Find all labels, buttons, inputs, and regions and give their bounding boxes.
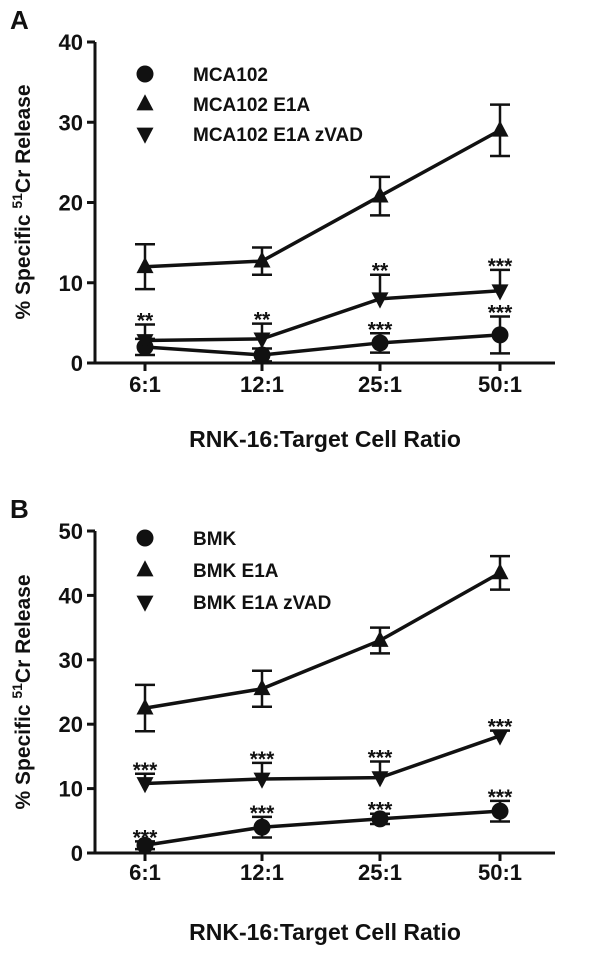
legend-marker [136,127,154,144]
y-tick-label: 50 [59,519,83,544]
panel-label: A [10,5,29,35]
legend-label: MCA102 E1A zVAD [193,125,363,146]
data-point [491,563,509,580]
y-tick-label: 30 [59,110,83,135]
data-point [491,802,509,820]
legend-marker [136,560,154,577]
data-point [371,771,389,788]
x-tick-label: 25:1 [358,860,402,885]
series-circle: *** *** [135,301,513,364]
series-triangle-down: *** *** *** *** [133,716,513,794]
x-tick-label: 25:1 [358,372,402,397]
data-point [491,326,509,344]
data-point [491,284,509,301]
x-tick-label: 12:1 [240,860,284,885]
significance-label: *** [368,747,393,770]
y-tick-label: 0 [71,841,83,866]
significance-label: *** [368,799,393,822]
legend-label: MCA102 E1A [193,95,310,116]
series-line [144,734,501,786]
y-tick-label: 30 [59,648,83,673]
panel-a: A 0 10 20 30 40 6:1 12:1 25:1 50:1 RNK-16:Target C… [9,5,555,452]
data-point [253,251,271,268]
x-tick-label: 50:1 [478,372,522,397]
x-tick-label: 12:1 [240,372,284,397]
data-point [136,256,154,274]
series-line [144,128,501,269]
y-tick-label: 20 [59,712,83,737]
series-line [144,809,501,848]
y-tick-label: 40 [59,583,83,608]
data-point [253,332,271,349]
panel-b: B 0 10 20 30 40 50 6:1 12:1 25:1 50:1 RNK-16:Target… [9,494,555,945]
data-point [253,679,271,696]
significance-label: *** [250,802,275,825]
x-axis-label: RNK-16:Target Cell Ratio [189,919,461,945]
significance-label: *** [133,759,158,782]
series-line [144,333,501,357]
y-axis-label: % Specific 51Cr Release [9,574,35,809]
data-point [136,698,154,715]
series-triangle-up [135,554,510,733]
legend-marker [136,65,154,83]
data-point [136,777,154,794]
legend-marker [136,94,154,111]
x-tick-label: 6:1 [129,372,161,397]
data-point [371,186,389,203]
significance-label: *** [488,301,513,324]
y-tick-label: 20 [59,191,83,216]
x-tick-label: 6:1 [129,860,161,885]
significance-label: ** [372,260,389,283]
series-line [144,571,501,710]
data-point [136,334,154,351]
y-tick-label: 10 [59,777,83,802]
legend-label: BMK E1A zVAD [193,593,331,614]
data-point [371,630,389,647]
data-point [253,772,271,789]
y-tick-label: 10 [59,271,83,296]
significance-label: *** [488,716,513,739]
legend-marker [136,529,154,547]
series-circle: *** *** *** *** [133,786,513,854]
data-point [491,729,509,746]
legend-label: BMK [193,529,237,550]
data-point [491,120,509,137]
legend-marker [136,595,154,612]
legend-label: BMK E1A [193,561,279,582]
panel-label: B [10,494,29,524]
x-axis-label: RNK-16:Target Cell Ratio [189,426,461,452]
legend-label: MCA102 [193,65,268,86]
y-tick-label: 0 [71,351,83,376]
significance-label: ** [137,309,154,332]
data-point [253,818,271,836]
significance-label: *** [368,318,393,341]
data-point [253,346,271,364]
series-line [144,289,501,343]
significance-label: ** [254,309,271,332]
data-point [371,292,389,309]
legend: MCA102 MCA102 E1A MCA102 E1A zVAD [136,65,363,146]
x-tick-label: 50:1 [478,860,522,885]
y-tick-label: 40 [59,30,83,55]
data-point [371,334,389,352]
significance-label: *** [488,255,513,278]
legend: BMK BMK E1A BMK E1A zVAD [136,529,331,614]
data-point [371,810,389,828]
data-point [136,836,154,854]
significance-label: *** [488,786,513,809]
significance-label: *** [133,826,158,849]
y-axis-label: % Specific 51Cr Release [9,84,35,319]
significance-label: *** [250,748,275,771]
series-triangle-up [135,103,510,291]
series-triangle-down: ** **** *** [135,255,513,351]
